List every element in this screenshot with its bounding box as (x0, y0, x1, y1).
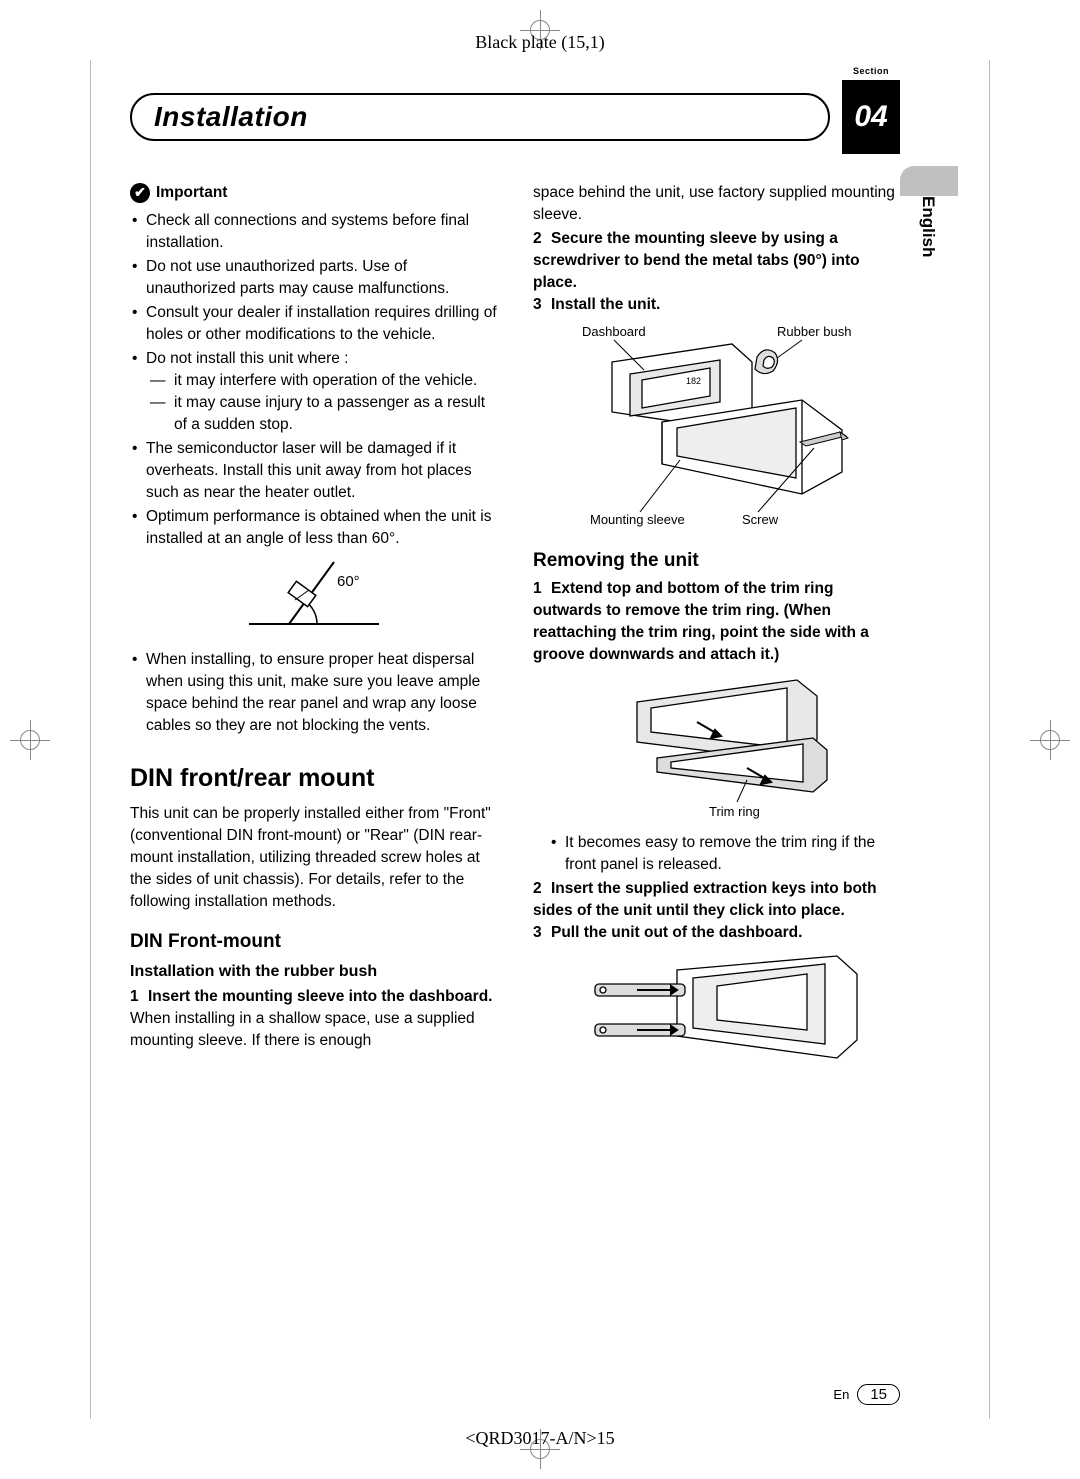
language-tab (900, 166, 958, 196)
step-1-body: When installing in a shallow space, use … (130, 1008, 497, 1052)
rubber-bush-heading: Installation with the rubber bush (130, 961, 497, 984)
step-number: 2 (533, 228, 551, 250)
footer-lang: En (833, 1387, 849, 1402)
plate-label: Black plate (15,1) (475, 32, 604, 53)
angle-figure: 60° (130, 554, 497, 641)
extraction-figure (533, 950, 900, 1080)
language-label: English (918, 196, 938, 257)
remove-step-2: 2Insert the supplied extraction keys int… (533, 878, 900, 922)
bullet-item: The semiconductor laser will be damaged … (130, 438, 497, 504)
bullet-item: Consult your dealer if installation requ… (130, 302, 497, 346)
step-text: Insert the supplied extraction keys into… (533, 880, 877, 919)
bullet-item: Do not install this unit where : it may … (130, 348, 497, 436)
step-number: 3 (533, 922, 551, 944)
bullet-item: It becomes easy to remove the trim ring … (549, 832, 900, 876)
step-text: Pull the unit out of the dashboard. (551, 924, 802, 941)
step-text: Extend top and bottom of the trim ring o… (533, 580, 869, 663)
step-text: Secure the mounting sleeve by using a sc… (533, 230, 860, 291)
angle-label: 60° (337, 573, 360, 590)
registration-mark (10, 720, 50, 760)
din-mount-heading: DIN front/rear mount (130, 761, 497, 797)
registration-mark (1030, 720, 1070, 760)
step-number: 1 (130, 986, 148, 1008)
bullet-item: Do not use unauthorized parts. Use of un… (130, 256, 497, 300)
trim-ring-figure: Trim ring (533, 672, 900, 822)
step-text: Insert the mounting sleeve into the dash… (148, 988, 493, 1005)
step-1: 1Insert the mounting sleeve into the das… (130, 986, 497, 1008)
page-number: 15 (857, 1384, 900, 1405)
step-2: 2Secure the mounting sleeve by using a s… (533, 228, 900, 294)
page-footer: En 15 (833, 1384, 900, 1405)
left-column: ✔ Important Check all connections and sy… (130, 182, 497, 1090)
step-text: Install the unit. (551, 296, 660, 313)
important-label: Important (156, 182, 227, 204)
important-icon: ✔ (130, 183, 150, 203)
section-label: Section (853, 66, 889, 76)
step-number: 3 (533, 294, 551, 316)
header-row: Installation Section 04 (130, 80, 900, 154)
section-badge: Section 04 (842, 80, 900, 154)
continuation-text: space behind the unit, use factory suppl… (533, 182, 900, 226)
svg-text:Dashboard: Dashboard (582, 324, 646, 339)
page-title: Installation (130, 93, 830, 141)
important-heading: ✔ Important (130, 182, 497, 204)
svg-text:182: 182 (686, 376, 701, 386)
bullet-item: Check all connections and systems before… (130, 210, 497, 254)
svg-text:Rubber bush: Rubber bush (777, 324, 851, 339)
remove-step-3: 3Pull the unit out of the dashboard. (533, 922, 900, 944)
content-area: Installation Section 04 ✔ Important Chec… (130, 80, 900, 1399)
svg-text:Mounting sleeve: Mounting sleeve (590, 512, 685, 527)
dash-item: it may interfere with operation of the v… (146, 370, 497, 392)
bullet-item: Optimum performance is obtained when the… (130, 506, 497, 550)
removing-heading: Removing the unit (533, 548, 900, 575)
dash-item: it may cause injury to a passenger as a … (146, 392, 497, 436)
bullet-item: When installing, to ensure proper heat d… (130, 649, 497, 737)
right-column: space behind the unit, use factory suppl… (533, 182, 900, 1090)
step-number: 2 (533, 878, 551, 900)
install-figure: Dashboard Rubber bush Mounting sleeve Sc… (533, 322, 900, 532)
svg-text:Screw: Screw (742, 512, 779, 527)
svg-text:Trim ring: Trim ring (709, 804, 760, 819)
din-body: This unit can be properly installed eith… (130, 803, 497, 913)
section-number: 04 (854, 100, 887, 134)
step-number: 1 (533, 578, 551, 600)
din-front-heading: DIN Front-mount (130, 929, 497, 956)
document-code: <QRD3017-A/N>15 (465, 1428, 614, 1449)
remove-step-1: 1Extend top and bottom of the trim ring … (533, 578, 900, 666)
bullet-text: Do not install this unit where : (146, 350, 348, 367)
step-3: 3Install the unit. (533, 294, 900, 316)
